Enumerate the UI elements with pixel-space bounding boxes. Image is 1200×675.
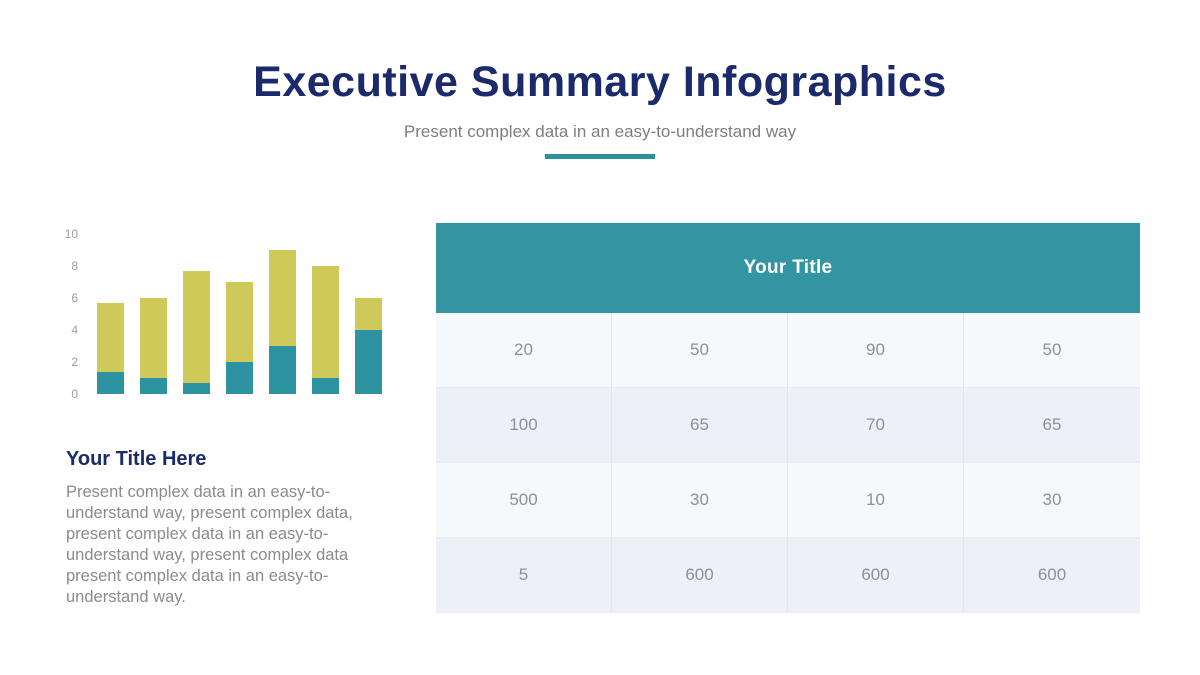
bar-segment-top (183, 270, 210, 383)
bar-segment-top (226, 282, 253, 362)
bar-segment-top (355, 298, 382, 330)
bar-segment-bottom (312, 378, 339, 394)
table-cell: 65 (964, 388, 1140, 463)
table-cell: 500 (436, 463, 612, 538)
bar-segment-top (269, 250, 296, 346)
table-cell: 70 (788, 388, 964, 463)
stacked-bar (226, 282, 253, 394)
chart-plot-area (97, 234, 382, 394)
table-cell: 600 (964, 538, 1140, 613)
y-axis-tick: 6 (71, 291, 78, 305)
bar-segment-bottom (269, 346, 296, 394)
table-cell: 20 (436, 313, 612, 388)
table-header-label: Your Title (743, 257, 833, 278)
stacked-bar (312, 266, 339, 394)
table-header: Your Title (436, 223, 1140, 313)
table-cell: 30 (612, 463, 788, 538)
stacked-bar-chart: 10 8 6 4 2 0 (60, 227, 400, 401)
bar-segment-top (97, 302, 124, 372)
chart-y-axis: 10 8 6 4 2 0 (60, 227, 78, 401)
table-cell: 600 (788, 538, 964, 613)
y-axis-tick: 2 (71, 355, 78, 369)
section-body: Present complex data in an easy-to-under… (66, 483, 353, 606)
table-cell: 65 (612, 388, 788, 463)
y-axis-tick: 4 (71, 323, 78, 337)
page-subtitle: Present complex data in an easy-to-under… (403, 122, 797, 141)
page-title: Executive Summary Infographics (253, 58, 947, 106)
table-cell: 90 (788, 313, 964, 388)
table-row: 20 50 90 50 (436, 313, 1140, 388)
table-row: 100 65 70 65 (436, 388, 1140, 463)
stacked-bar (97, 302, 124, 394)
bar-segment-bottom (140, 378, 167, 394)
bar-segment-top (140, 298, 167, 378)
y-axis-tick: 0 (71, 387, 78, 401)
bar-segment-bottom (355, 330, 382, 394)
stacked-bar (140, 298, 167, 394)
table-cell: 100 (436, 388, 612, 463)
table-cell: 50 (612, 313, 788, 388)
table-row: 5 600 600 600 (436, 538, 1140, 613)
section-title: Your Title Here (66, 448, 207, 470)
bar-segment-bottom (97, 371, 124, 394)
bar-segment-bottom (183, 382, 210, 394)
y-axis-tick: 10 (64, 227, 78, 241)
table-row: 500 30 10 30 (436, 463, 1140, 538)
table-cell: 600 (612, 538, 788, 613)
title-divider (545, 154, 655, 159)
stacked-bar (183, 270, 210, 394)
table-cell: 50 (964, 313, 1140, 388)
table-cell: 30 (964, 463, 1140, 538)
stacked-bar (355, 298, 382, 394)
stacked-bar (269, 250, 296, 394)
table-cell: 5 (436, 538, 612, 613)
table-cell: 10 (788, 463, 964, 538)
bar-segment-top (312, 266, 339, 378)
data-table: Your Title 20 50 90 50 100 65 70 65 500 … (436, 223, 1140, 613)
bar-segment-bottom (226, 362, 253, 394)
y-axis-tick: 8 (71, 259, 78, 273)
